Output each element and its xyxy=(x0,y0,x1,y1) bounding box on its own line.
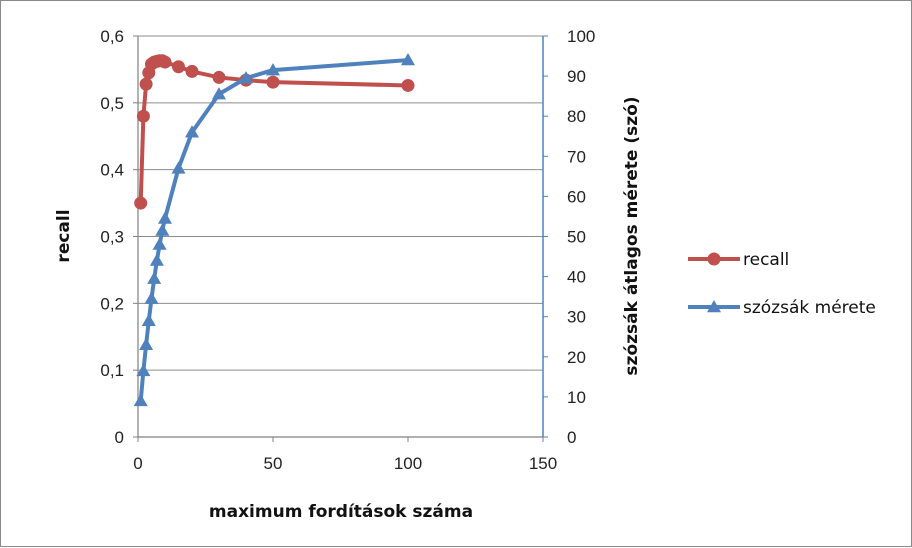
y-left-tick-label: 0,1 xyxy=(100,361,124,380)
y-left-tick-label: 0,5 xyxy=(100,94,124,113)
series-szozsak-merete xyxy=(133,53,415,407)
series-recall xyxy=(134,54,415,210)
legend-item: szózsák mérete xyxy=(688,298,876,318)
y-right-tick-label: 80 xyxy=(567,107,586,126)
data-point xyxy=(134,196,148,210)
legend-label: recall xyxy=(743,250,789,270)
y-left-tick-label: 0,4 xyxy=(100,161,124,180)
x-tick-label: 150 xyxy=(529,454,557,473)
data-point xyxy=(158,211,172,224)
data-point xyxy=(158,55,172,69)
data-point xyxy=(401,78,415,92)
y-axis-left-title: recall xyxy=(54,209,74,262)
data-point xyxy=(147,271,162,284)
data-point xyxy=(239,71,253,84)
y-left-tick-label: 0,3 xyxy=(100,228,124,247)
legend-label: szózsák mérete xyxy=(743,298,876,318)
y-left-tick-label: 0 xyxy=(115,428,124,447)
gridlines xyxy=(138,35,543,371)
data-point xyxy=(185,64,199,78)
data-point xyxy=(172,60,185,74)
y-right-tick-label: 20 xyxy=(567,348,586,367)
series-line xyxy=(138,58,409,402)
x-tick-label: 50 xyxy=(264,454,283,473)
data-point xyxy=(139,337,154,351)
y-right-tick-label: 50 xyxy=(567,228,586,247)
data-point xyxy=(149,253,164,266)
y-right-tick-label: 90 xyxy=(567,67,586,86)
data-point xyxy=(136,363,151,377)
data-point xyxy=(401,53,415,66)
data-point xyxy=(139,77,153,91)
y-right-tick-label: 0 xyxy=(567,428,576,447)
y-axis-right-title: szózsák átlagos mérete (szó) xyxy=(622,96,642,375)
data-point xyxy=(212,70,226,84)
data-point xyxy=(133,393,148,407)
series-layer xyxy=(133,53,415,407)
y-left-tick-label: 0,2 xyxy=(100,294,124,313)
data-point xyxy=(171,161,186,174)
y-right-tick-label: 40 xyxy=(567,268,586,287)
legend-item: recall xyxy=(688,250,789,270)
axes xyxy=(133,35,548,442)
data-point xyxy=(266,75,280,89)
legend-triangle-marker xyxy=(707,300,721,313)
data-point xyxy=(152,237,167,250)
x-axis-title: maximum fordítások száma xyxy=(209,502,473,522)
data-point xyxy=(266,63,280,76)
y-right-tick-label: 100 xyxy=(567,27,595,46)
y-right-tick-label: 30 xyxy=(567,308,586,327)
data-point xyxy=(144,291,159,304)
y-right-tick-label: 70 xyxy=(567,147,586,166)
legend: recall szózsák mérete xyxy=(688,250,876,318)
y-right-tick-label: 60 xyxy=(567,187,586,206)
data-point xyxy=(136,109,150,123)
x-tick-label: 100 xyxy=(394,454,422,473)
data-point xyxy=(141,313,156,326)
x-tick-label: 0 xyxy=(133,454,142,473)
data-point xyxy=(212,87,226,100)
data-point xyxy=(155,223,170,236)
y-right-tick-label: 10 xyxy=(567,388,586,407)
tick-labels: 0 0,1 0,2 0,3 0,4 0,5 0,6 0 10 20 30 40 50 60 70 80 90 10… xyxy=(100,27,595,473)
data-point xyxy=(185,125,199,138)
legend-circle-marker xyxy=(707,252,721,266)
y-left-tick-label: 0,6 xyxy=(100,27,124,46)
